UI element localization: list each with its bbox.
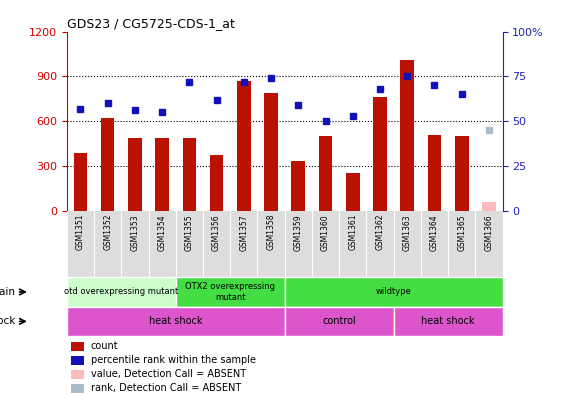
Bar (182, 137, 196, 211)
Text: GSM1353: GSM1353 (130, 214, 139, 251)
Text: heat shock: heat shock (149, 316, 203, 326)
Bar (264, 93, 278, 211)
Bar (285, 277, 503, 307)
Bar (71, 385, 84, 393)
Bar (285, 307, 394, 335)
Bar (292, 162, 305, 211)
Bar (428, 135, 442, 211)
Text: control: control (322, 316, 356, 326)
Bar (482, 202, 496, 211)
Text: GSM1359: GSM1359 (294, 214, 303, 251)
Text: GSM1363: GSM1363 (403, 214, 412, 251)
Bar (175, 277, 285, 307)
Text: value, Detection Call = ABSENT: value, Detection Call = ABSENT (91, 369, 246, 379)
Bar (71, 370, 84, 379)
Text: GSM1354: GSM1354 (157, 214, 167, 251)
Text: GSM1351: GSM1351 (76, 214, 85, 251)
Bar (101, 118, 114, 211)
Text: GSM1357: GSM1357 (239, 214, 248, 251)
Text: OTX2 overexpressing
mutant: OTX2 overexpressing mutant (185, 282, 275, 302)
Bar (373, 97, 387, 211)
Text: count: count (91, 341, 119, 351)
Text: strain: strain (0, 287, 16, 297)
Text: GSM1364: GSM1364 (430, 214, 439, 251)
Text: percentile rank within the sample: percentile rank within the sample (91, 355, 256, 365)
Bar (237, 81, 250, 211)
Bar (128, 137, 142, 211)
Text: GSM1352: GSM1352 (103, 214, 112, 251)
Bar (346, 173, 360, 211)
Bar (394, 307, 503, 335)
Text: otd overexpressing mutant: otd overexpressing mutant (64, 287, 178, 297)
Bar (155, 137, 169, 211)
Bar (319, 136, 332, 211)
Text: GSM1362: GSM1362 (375, 214, 385, 251)
Text: GSM1365: GSM1365 (457, 214, 466, 251)
Bar (67, 277, 175, 307)
Bar (400, 60, 414, 211)
Text: rank, Detection Call = ABSENT: rank, Detection Call = ABSENT (91, 383, 241, 393)
Text: GDS23 / CG5725-CDS-1_at: GDS23 / CG5725-CDS-1_at (67, 17, 235, 30)
Bar (71, 342, 84, 351)
Bar (67, 307, 285, 335)
Text: heat shock: heat shock (421, 316, 475, 326)
Text: GSM1358: GSM1358 (267, 214, 275, 251)
Bar (74, 152, 87, 211)
Text: GSM1361: GSM1361 (348, 214, 357, 251)
Bar (455, 136, 468, 211)
Bar (71, 356, 84, 365)
Text: GSM1360: GSM1360 (321, 214, 330, 251)
Text: GSM1366: GSM1366 (485, 214, 493, 251)
Bar (210, 156, 224, 211)
Text: GSM1356: GSM1356 (212, 214, 221, 251)
Text: wildtype: wildtype (376, 287, 411, 297)
Text: shock: shock (0, 316, 16, 326)
Text: GSM1355: GSM1355 (185, 214, 194, 251)
